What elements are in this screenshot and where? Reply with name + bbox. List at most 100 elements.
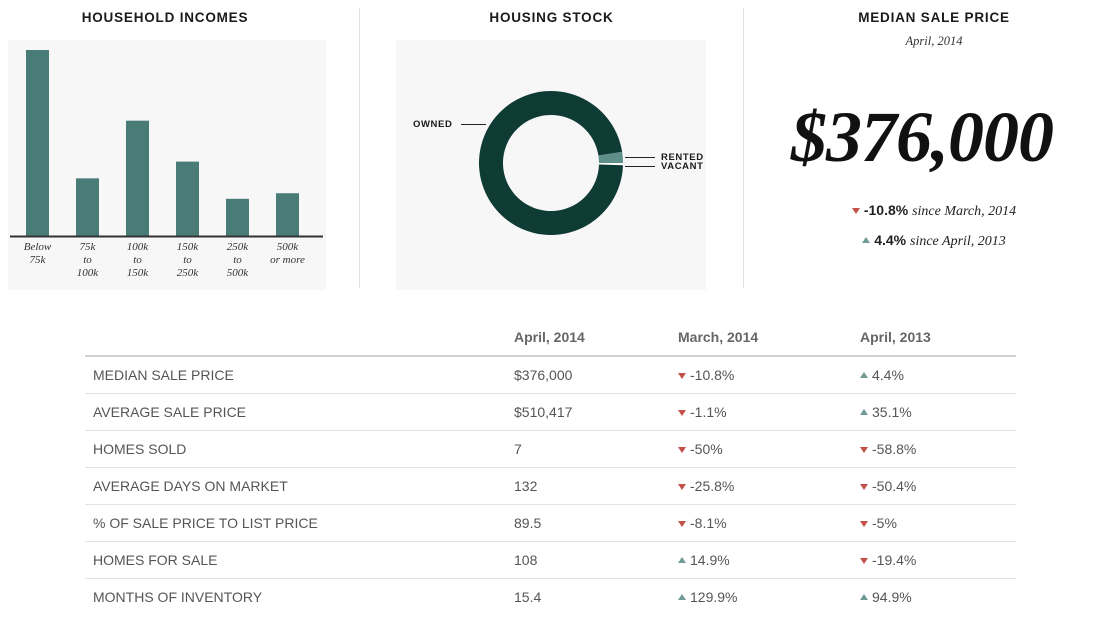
table-row: MEDIAN SALE PRICE $376,000 -10.8% 4.4% (85, 356, 1016, 394)
category-label-line: to (83, 254, 92, 266)
household-incomes-chart (8, 40, 326, 290)
household-incomes-bars (10, 50, 323, 238)
change-pct: 4.4% (872, 367, 904, 383)
donut-slice-rented (598, 151, 623, 163)
category-label: 250k to 500k (213, 241, 263, 280)
change-since-april: 4.4% since April, 2013 (744, 232, 1100, 250)
cell-change-march: -10.8% (678, 356, 860, 394)
arrow-down-icon (860, 447, 868, 453)
donut-slice-vacant (598, 163, 623, 166)
bar-1 (76, 178, 99, 236)
change-pct: -1.1% (690, 404, 727, 420)
category-label: Below 75k (13, 241, 63, 267)
cell-value: $376,000 (514, 356, 678, 394)
arrow-up-icon (678, 557, 686, 563)
household-incomes-title: HOUSEHOLD INCOMES (81, 10, 249, 25)
change-pct: -50.4% (872, 478, 917, 494)
donut-slice-owned (479, 91, 623, 236)
arrow-down-icon (678, 521, 686, 527)
table-row: AVERAGE SALE PRICE $510,417 -1.1% 35.1% (85, 393, 1016, 431)
arrow-up-icon (678, 594, 686, 600)
category-label-line: or more (270, 254, 305, 266)
cell-change-april: -5% (860, 504, 1016, 542)
change-since: since March, 2014 (912, 204, 1017, 219)
change-pct: -19.4% (872, 552, 917, 568)
change-pct: 35.1% (872, 404, 912, 420)
median-sale-price-date: April, 2014 (905, 34, 963, 48)
arrow-down-icon (860, 521, 868, 527)
median-sale-price-value: $376,000 (791, 97, 1054, 177)
housing-stock-title: HOUSING STOCK (489, 10, 614, 25)
category-label-line: to (183, 254, 192, 266)
bar-0 (26, 50, 49, 236)
median-sale-price-title: MEDIAN SALE PRICE (858, 10, 1010, 25)
cell-value: 15.4 (514, 589, 542, 605)
change-pct: 94.9% (872, 589, 912, 605)
arrow-down-icon (851, 208, 860, 214)
donut-label-owned: OWNED (413, 119, 453, 130)
category-label-line: to (133, 254, 142, 266)
cell-metric: % OF SALE PRICE TO LIST PRICE (85, 504, 514, 542)
table-row: % OF SALE PRICE TO LIST PRICE 89.5 -8.1% -5… (85, 504, 1016, 542)
housing-stock-chart (396, 40, 706, 290)
cell-metric: AVERAGE SALE PRICE (85, 393, 514, 431)
cell-change-march: -25.8% (678, 467, 860, 505)
category-label: 500k or more (263, 241, 313, 267)
change-since: since April, 2013 (910, 234, 1006, 249)
category-label-line: 75k (29, 254, 46, 266)
category-label-line: to (233, 254, 242, 266)
category-label-line: 150k (176, 241, 199, 253)
cell-value: 108 (514, 541, 678, 579)
cell-change-march: -8.1% (678, 504, 860, 542)
header-metric (85, 318, 514, 357)
cell-value: $510,417 (514, 393, 678, 431)
cell-change-march: 129.9% (678, 579, 860, 616)
cell-value: 89.5 (514, 504, 678, 542)
category-label-line: 100k (76, 267, 99, 279)
change-pct: -58.8% (872, 441, 917, 457)
bar-3 (176, 161, 199, 236)
category-label: 75k to 100k (63, 241, 113, 280)
cell-change-april: -50.4% (860, 467, 1016, 505)
change-pct: 129.9% (690, 589, 738, 605)
table-header-row: April, 2014 March, 2014 April, 2013 (85, 318, 1016, 357)
leader-vacant (625, 166, 655, 167)
category-label-line: 500k (276, 241, 299, 253)
arrow-down-icon (678, 484, 686, 490)
cell-change-april: -19.4% (860, 541, 1016, 579)
cell-value: 7 (514, 430, 678, 468)
arrow-up-icon (860, 594, 868, 600)
cell-change-april: 94.9% (860, 579, 1016, 616)
arrow-down-icon (860, 484, 868, 490)
cell-metric: MONTHS OF INVENTORY (93, 589, 263, 605)
cell-change-march: 14.9% (678, 541, 860, 579)
change-pct: -25.8% (690, 478, 735, 494)
divider-2 (743, 8, 744, 288)
category-label-line: 250k (226, 241, 249, 253)
category-label-line: 500k (226, 267, 249, 279)
category-label-line: 250k (176, 267, 199, 279)
header-april-2013: April, 2013 (860, 318, 1016, 357)
arrow-down-icon (678, 447, 686, 453)
change-pct: 4.4% (874, 232, 907, 248)
change-pct: -10.8% (863, 202, 909, 218)
arrow-down-icon (860, 558, 868, 564)
arrow-down-icon (678, 373, 686, 379)
category-label-line: 150k (126, 267, 149, 279)
arrow-up-icon (860, 409, 868, 415)
arrow-up-icon (862, 237, 871, 243)
category-label: 150k to 250k (163, 241, 213, 280)
cell-change-march: -50% (678, 430, 860, 468)
change-pct: -8.1% (690, 515, 727, 531)
leader-rented (625, 157, 655, 158)
header-april-2014: April, 2014 (514, 318, 678, 357)
cell-metric: AVERAGE DAYS ON MARKET (85, 467, 514, 505)
category-label: 100k to 150k (113, 241, 163, 280)
cell-change-april: -58.8% (860, 430, 1016, 468)
cell-change-april: 4.4% (860, 356, 1016, 394)
change-pct: -10.8% (690, 367, 735, 383)
cell-change-april: 35.1% (860, 393, 1016, 431)
market-stats-table: April, 2014 March, 2014 April, 2013 MEDI… (85, 318, 1016, 615)
arrow-up-icon (860, 372, 868, 378)
cell-value: 132 (514, 467, 678, 505)
